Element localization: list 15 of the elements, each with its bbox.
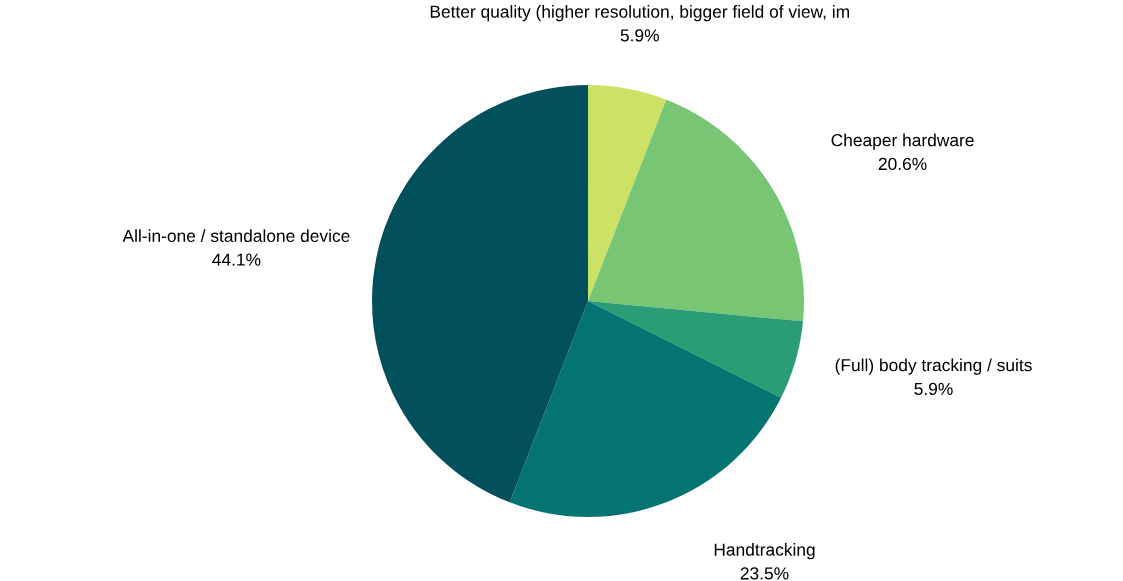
data-label: 23.5% <box>740 567 789 580</box>
slice-label: Cheaper hardware <box>831 133 974 150</box>
pie-slice <box>509 301 782 517</box>
pie-slice <box>588 301 804 398</box>
data-label: 44.1% <box>212 253 261 266</box>
pie-slice <box>588 85 667 301</box>
pie-slice <box>588 99 804 322</box>
pie-slice <box>372 85 588 503</box>
data-label: 20.6% <box>878 157 927 171</box>
slice-label: Better quality (higher resolution, bigger field of view, im <box>430 5 849 22</box>
data-label: 5.9% <box>620 29 659 42</box>
slice-label: (Full) body tracking / suits <box>835 358 1032 375</box>
data-label: 5.9% <box>914 382 953 396</box>
slice-label: All-in-one / standalone device <box>122 229 350 243</box>
slice-label: Handtracking <box>714 543 815 560</box>
